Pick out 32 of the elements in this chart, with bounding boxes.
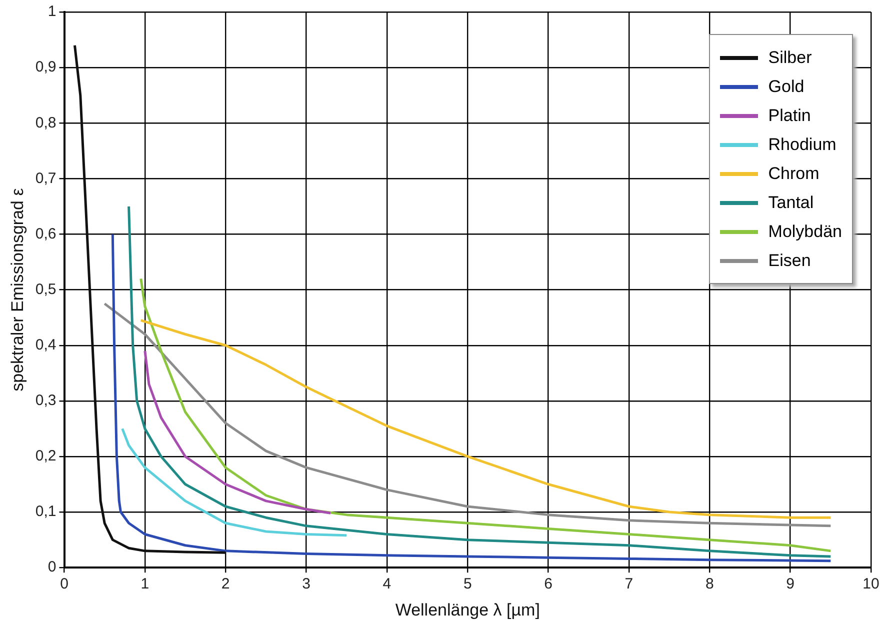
x-tick-label: 3 [302, 576, 310, 593]
y-tick-label: 0,2 [35, 448, 56, 465]
x-tick-label: 9 [786, 576, 794, 593]
legend-label: Eisen [768, 250, 811, 272]
legend-label: Gold [768, 76, 804, 98]
x-tick-label: 8 [705, 576, 714, 593]
y-tick-label: 0,4 [35, 336, 56, 354]
x-tick-label: 7 [624, 576, 634, 593]
x-tick-label: 1 [140, 576, 150, 593]
x-axis-title: Wellenlänge λ [µm] [395, 600, 540, 620]
legend-label: Rhodium [768, 134, 836, 156]
x-tick-label: 2 [221, 576, 230, 593]
y-tick-label: 0,6 [35, 225, 56, 242]
y-tick-label: 0 [48, 558, 56, 576]
x-tick-label: 10 [862, 576, 880, 593]
x-tick-label: 0 [60, 576, 68, 593]
legend-label: Chrom [768, 163, 820, 185]
y-tick-label: 0,8 [35, 114, 56, 132]
legend-label: Molybdän [768, 221, 842, 243]
y-tick-label: 0,3 [35, 392, 56, 410]
x-tick-label: 6 [544, 576, 552, 593]
y-tick-label: 0,7 [35, 170, 56, 187]
y-tick-label: 0,1 [35, 503, 56, 520]
legend-label: Tantal [768, 192, 814, 214]
y-tick-label: 1 [48, 3, 56, 20]
x-tick-label: 4 [382, 576, 392, 593]
y-axis-title: spektraler Emissionsgrad ε [8, 188, 27, 392]
y-tick-label: 0,5 [35, 280, 56, 298]
legend-label: Platin [768, 105, 811, 127]
x-tick-label: 5 [463, 576, 472, 593]
y-tick-label: 0,9 [35, 58, 56, 76]
legend-label: Silber [768, 47, 812, 69]
